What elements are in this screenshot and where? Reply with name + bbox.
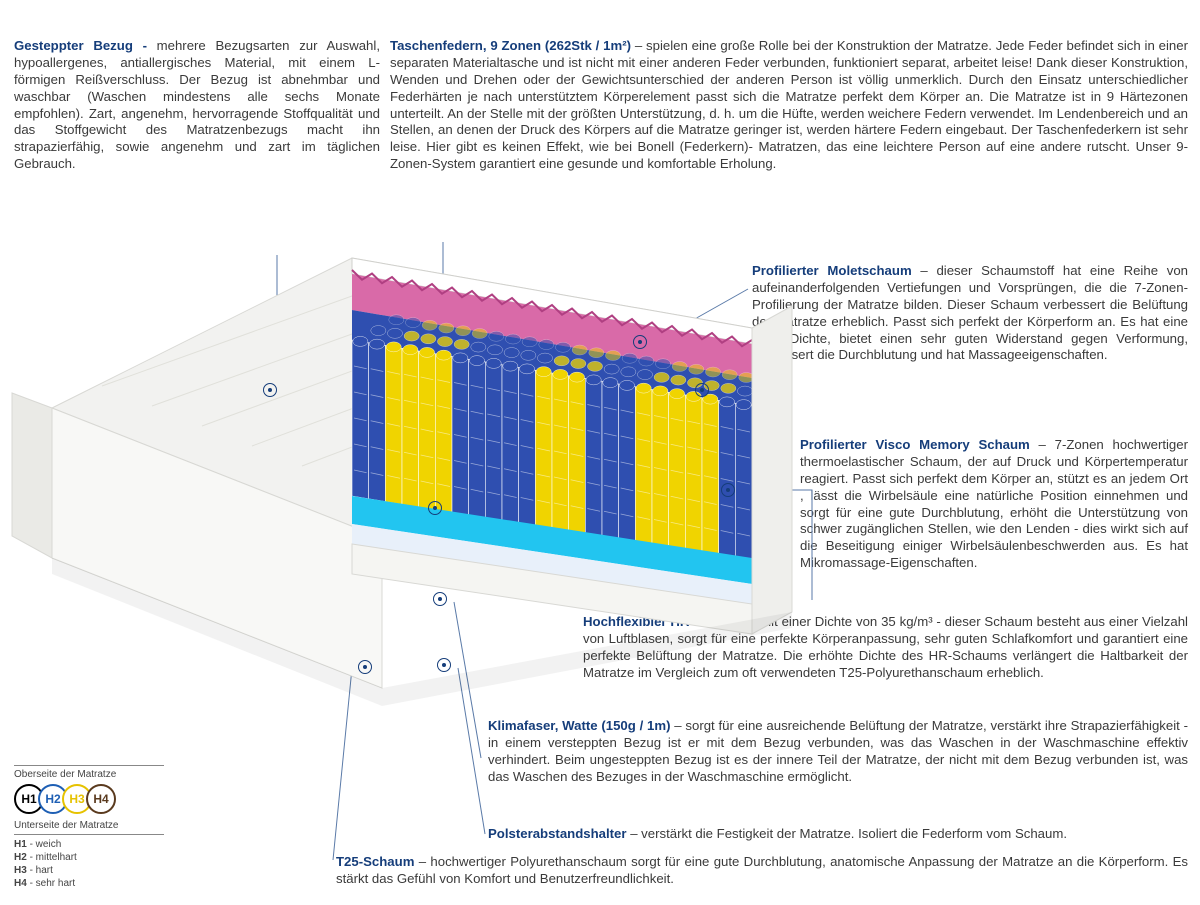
callout-marker (433, 592, 447, 606)
callout-marker (695, 383, 709, 397)
callout-marker (263, 383, 277, 397)
mattress-cutaway-diagram (0, 0, 1200, 905)
callout-marker (437, 658, 451, 672)
callout-marker (428, 501, 442, 515)
callout-marker (358, 660, 372, 674)
callout-marker (721, 483, 735, 497)
callout-marker (633, 335, 647, 349)
